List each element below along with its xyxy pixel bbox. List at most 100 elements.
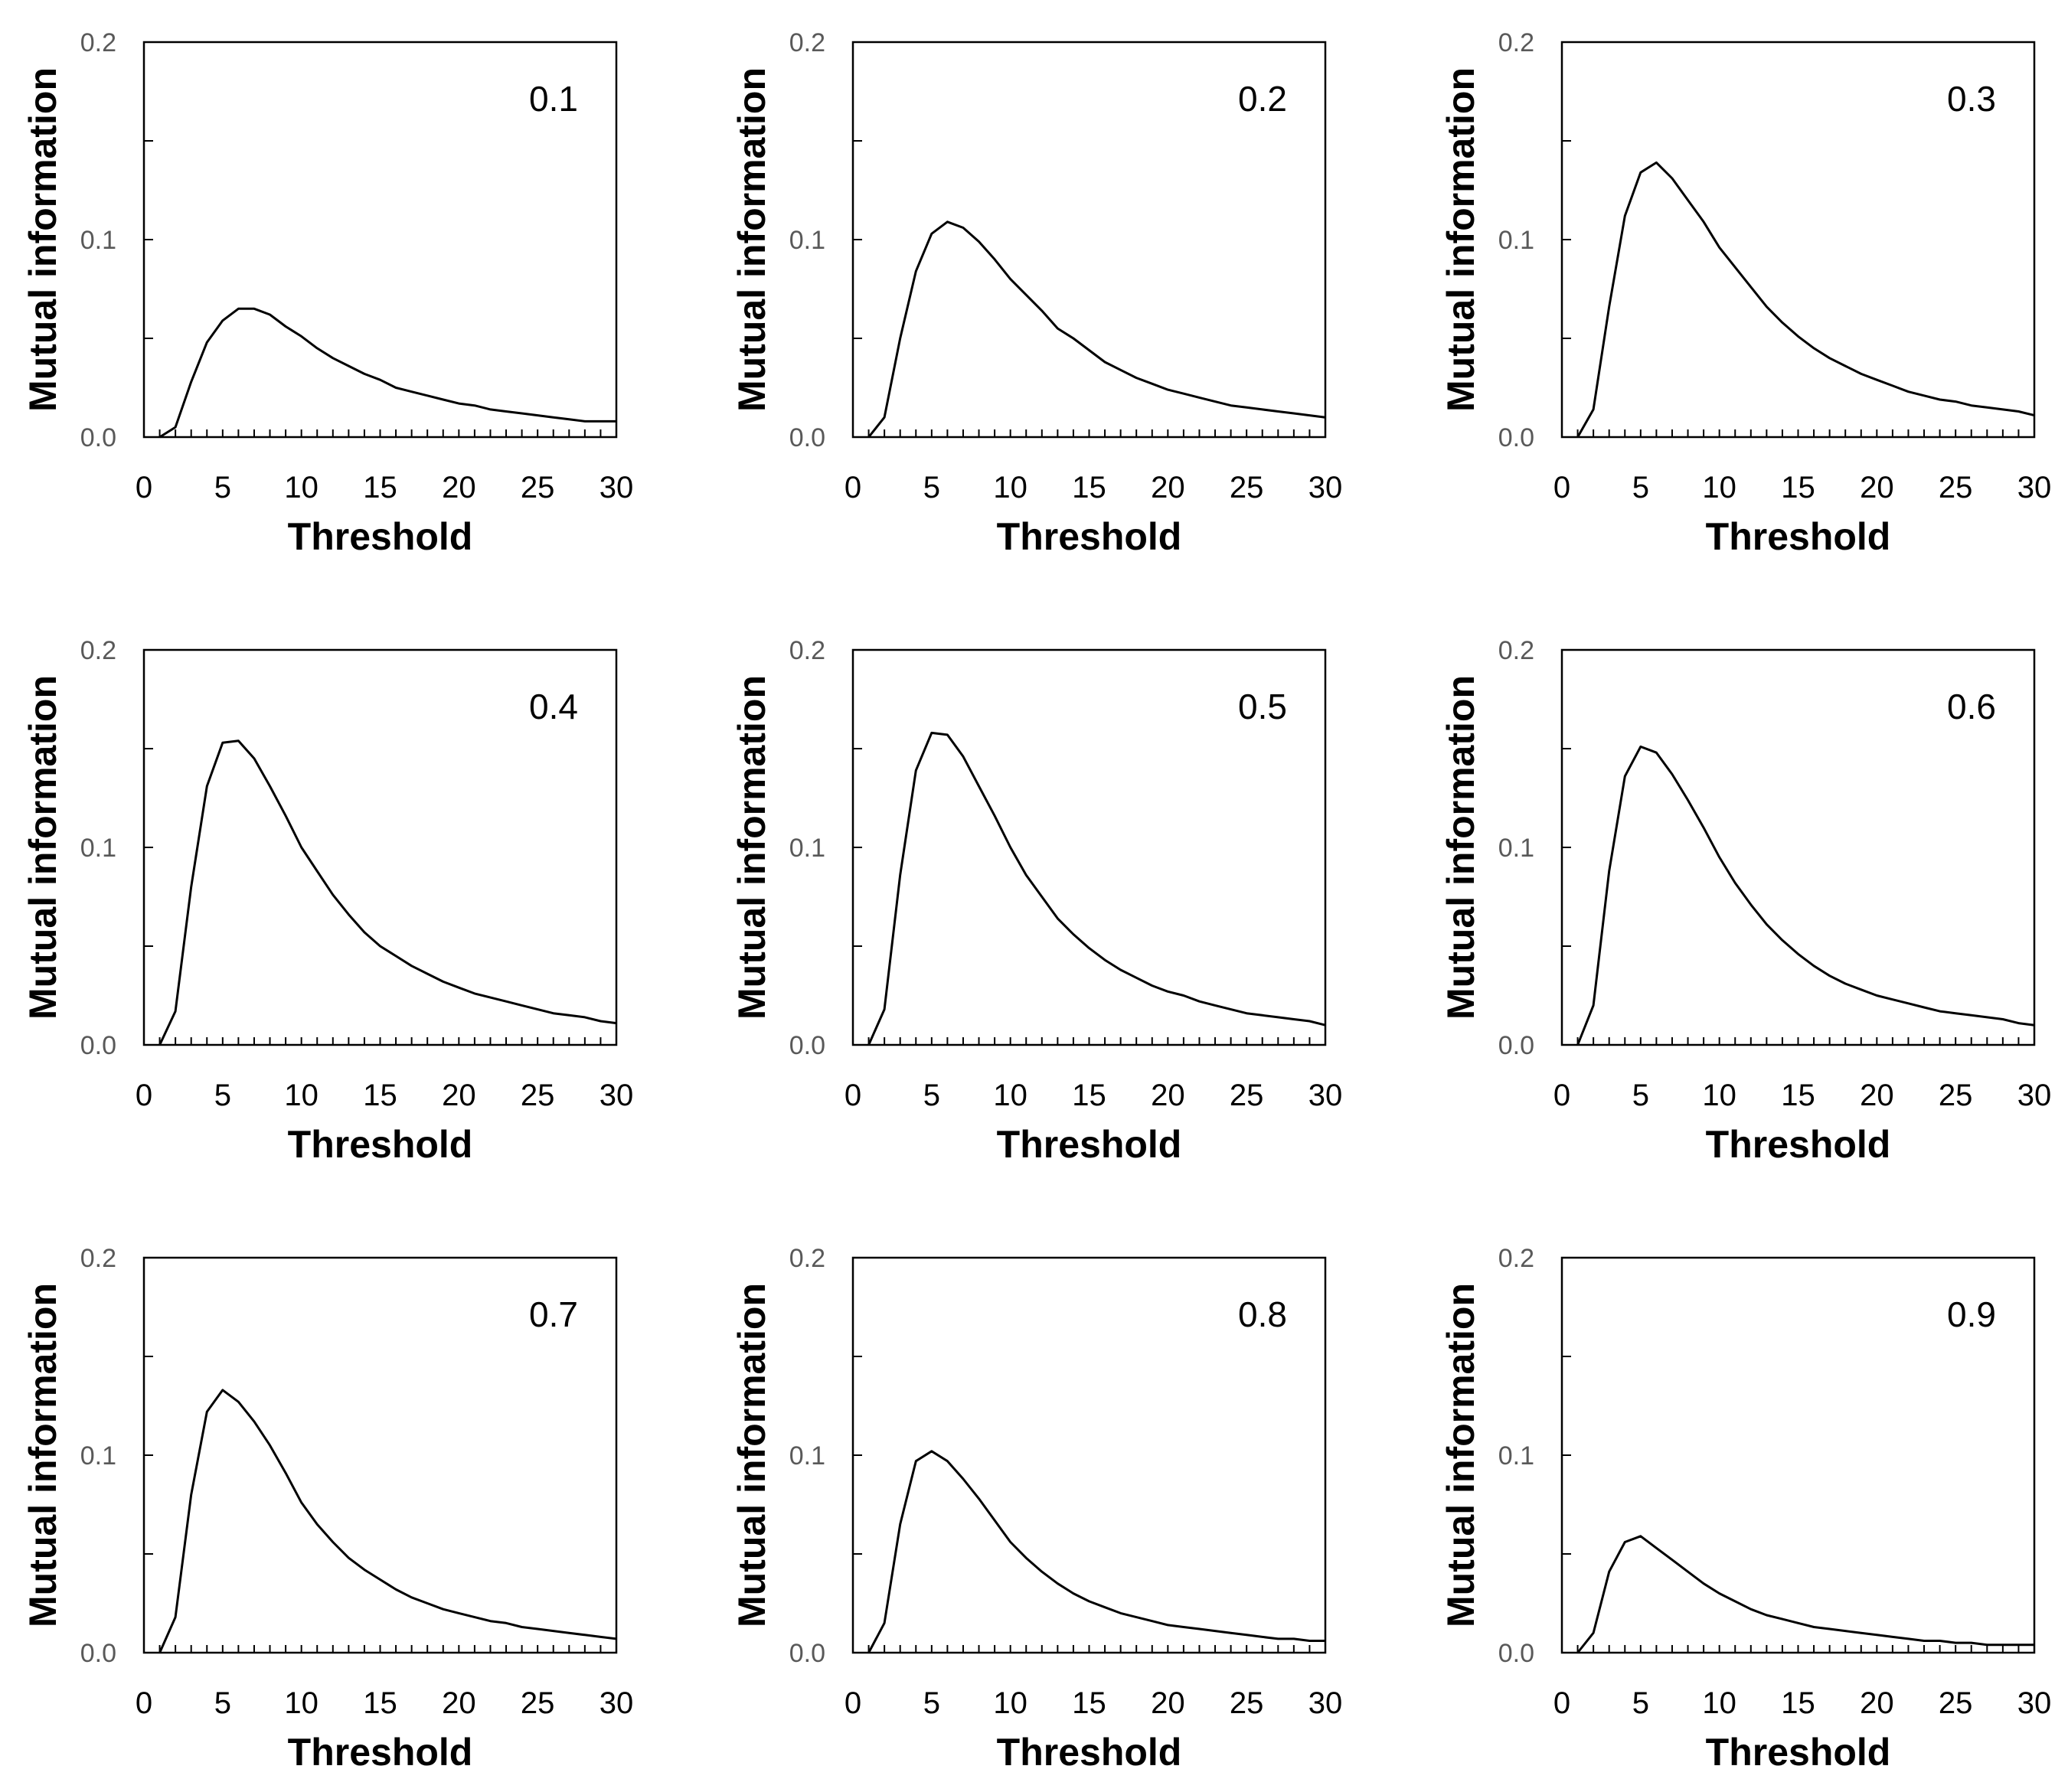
x-tick-label: 30 — [1308, 1079, 1343, 1112]
y-axis-title: Mutual information — [730, 675, 773, 1020]
x-tick-label: 25 — [1230, 471, 1264, 504]
x-tick-label: 10 — [284, 1079, 319, 1112]
y-tick-label: 0.0 — [789, 423, 825, 452]
y-tick-label: 0.0 — [789, 1031, 825, 1060]
chart-panel-3: 0.0 0.1 0.2 0 5 10 15 20 25 30 Threshold Mutual inf… — [1439, 28, 2051, 558]
x-tick-label: 20 — [442, 1079, 476, 1112]
panel-label: 0.8 — [1238, 1294, 1287, 1334]
y-tick-label: 0.1 — [789, 1441, 825, 1470]
y-tick-label: 0.1 — [80, 834, 116, 863]
x-tick-label: 0 — [845, 1079, 861, 1112]
x-tick-label: 20 — [1860, 1686, 1894, 1720]
x-axis-title: Threshold — [288, 515, 473, 558]
x-axis-title: Threshold — [997, 1731, 1182, 1774]
y-tick-label: 0.1 — [80, 1441, 116, 1470]
series-line-0.3 — [1576, 161, 2035, 438]
x-tick-label: 0 — [136, 1079, 152, 1112]
y-axis-title: Mutual information — [1439, 1283, 1482, 1627]
y-tick-label: 0.0 — [80, 1031, 116, 1060]
x-tick-label: 30 — [599, 471, 634, 504]
y-tick-label: 0.2 — [789, 636, 825, 665]
y-tick-label: 0.2 — [1498, 636, 1534, 665]
panel-label: 0.5 — [1238, 687, 1287, 726]
series-line-0.4 — [158, 739, 617, 1046]
x-tick-label: 20 — [1151, 471, 1185, 504]
x-tick-label: 5 — [214, 1079, 231, 1112]
x-tick-label: 5 — [214, 471, 231, 504]
x-tick-label: 20 — [1860, 1079, 1894, 1112]
chart-panel-6: 0.0 0.1 0.2 0 5 10 15 20 25 30 Threshold Mutual inf… — [1439, 636, 2051, 1166]
x-tick-label: 0 — [845, 1686, 861, 1720]
y-tick-label: 0.2 — [1498, 28, 1534, 57]
x-tick-label: 30 — [599, 1079, 634, 1112]
panel-label: 0.4 — [529, 687, 578, 726]
x-tick-label: 10 — [1702, 1079, 1736, 1112]
x-tick-label: 5 — [1632, 1686, 1649, 1720]
x-tick-label: 5 — [1632, 471, 1649, 504]
x-tick-label: 5 — [1632, 1079, 1649, 1112]
x-tick-label: 30 — [1308, 471, 1343, 504]
x-tick-label: 15 — [1072, 1686, 1106, 1720]
x-tick-label: 10 — [284, 1686, 319, 1720]
x-tick-label: 15 — [363, 471, 397, 504]
y-axis-title: Mutual information — [21, 1283, 64, 1627]
x-tick-label: 10 — [993, 1686, 1027, 1720]
y-tick-label: 0.1 — [1498, 1441, 1534, 1470]
series-line-0.7 — [158, 1389, 617, 1653]
panel-label: 0.9 — [1947, 1294, 1996, 1334]
y-axis-title: Mutual information — [21, 675, 64, 1020]
x-axis-title: Threshold — [997, 1123, 1182, 1166]
x-tick-label: 25 — [1939, 1079, 1973, 1112]
y-axis-title: Mutual information — [21, 67, 64, 412]
x-tick-label: 25 — [1230, 1079, 1264, 1112]
x-tick-label: 20 — [1151, 1686, 1185, 1720]
x-tick-label: 30 — [599, 1686, 634, 1720]
x-tick-label: 0 — [136, 1686, 152, 1720]
y-tick-label: 0.1 — [1498, 226, 1534, 255]
y-tick-label: 0.2 — [789, 1244, 825, 1273]
x-tick-label: 5 — [923, 1079, 940, 1112]
x-tick-label: 0 — [1553, 471, 1570, 504]
x-tick-label: 25 — [521, 471, 555, 504]
x-tick-label: 0 — [136, 471, 152, 504]
y-tick-label: 0.2 — [80, 636, 116, 665]
x-tick-label: 25 — [521, 1079, 555, 1112]
series-line-0.6 — [1576, 745, 2035, 1046]
y-axis-title: Mutual information — [1439, 67, 1482, 412]
y-tick-label: 0.2 — [1498, 1244, 1534, 1273]
y-tick-label: 0.1 — [1498, 834, 1534, 863]
x-axis-title: Threshold — [1706, 515, 1891, 558]
x-tick-label: 0 — [1553, 1686, 1570, 1720]
x-axis-title: Threshold — [997, 515, 1182, 558]
x-tick-label: 25 — [1230, 1686, 1264, 1720]
x-tick-label: 15 — [1781, 1686, 1815, 1720]
chart-panel-1: 0.0 0.1 0.2 0 5 10 15 20 25 30 Threshold Mutual inf… — [21, 28, 633, 558]
y-tick-label: 0.0 — [789, 1639, 825, 1668]
x-tick-label: 10 — [993, 1079, 1027, 1112]
x-axis-title: Threshold — [288, 1731, 473, 1774]
x-axis-title: Threshold — [1706, 1731, 1891, 1774]
x-tick-label: 20 — [442, 471, 476, 504]
panel-label: 0.7 — [529, 1294, 578, 1334]
x-tick-label: 20 — [442, 1686, 476, 1720]
chart-panel-7: 0.0 0.1 0.2 0 5 10 15 20 25 30 Threshold Mutual inf… — [21, 1244, 633, 1774]
x-tick-label: 20 — [1860, 471, 1894, 504]
x-tick-label: 10 — [993, 471, 1027, 504]
x-tick-label: 30 — [2017, 1079, 2052, 1112]
y-tick-label: 0.2 — [80, 28, 116, 57]
x-tick-label: 15 — [1781, 1079, 1815, 1112]
x-tick-label: 0 — [1553, 1079, 1570, 1112]
x-tick-label: 15 — [1072, 1079, 1106, 1112]
chart-panel-2: 0.0 0.1 0.2 0 5 10 15 20 25 30 Threshold Mutual inf… — [730, 28, 1342, 558]
panel-label: 0.6 — [1947, 687, 1996, 726]
series-line-0.8 — [867, 1450, 1325, 1653]
y-tick-label: 0.0 — [1498, 423, 1534, 452]
x-tick-label: 15 — [363, 1079, 397, 1112]
panel-label: 0.1 — [529, 79, 578, 119]
panel-label: 0.3 — [1947, 79, 1996, 119]
chart-panel-5: 0.0 0.1 0.2 0 5 10 15 20 25 30 Threshold Mutual inf… — [730, 636, 1342, 1166]
x-tick-label: 25 — [1939, 471, 1973, 504]
x-tick-label: 10 — [1702, 471, 1736, 504]
y-tick-label: 0.1 — [80, 226, 116, 255]
